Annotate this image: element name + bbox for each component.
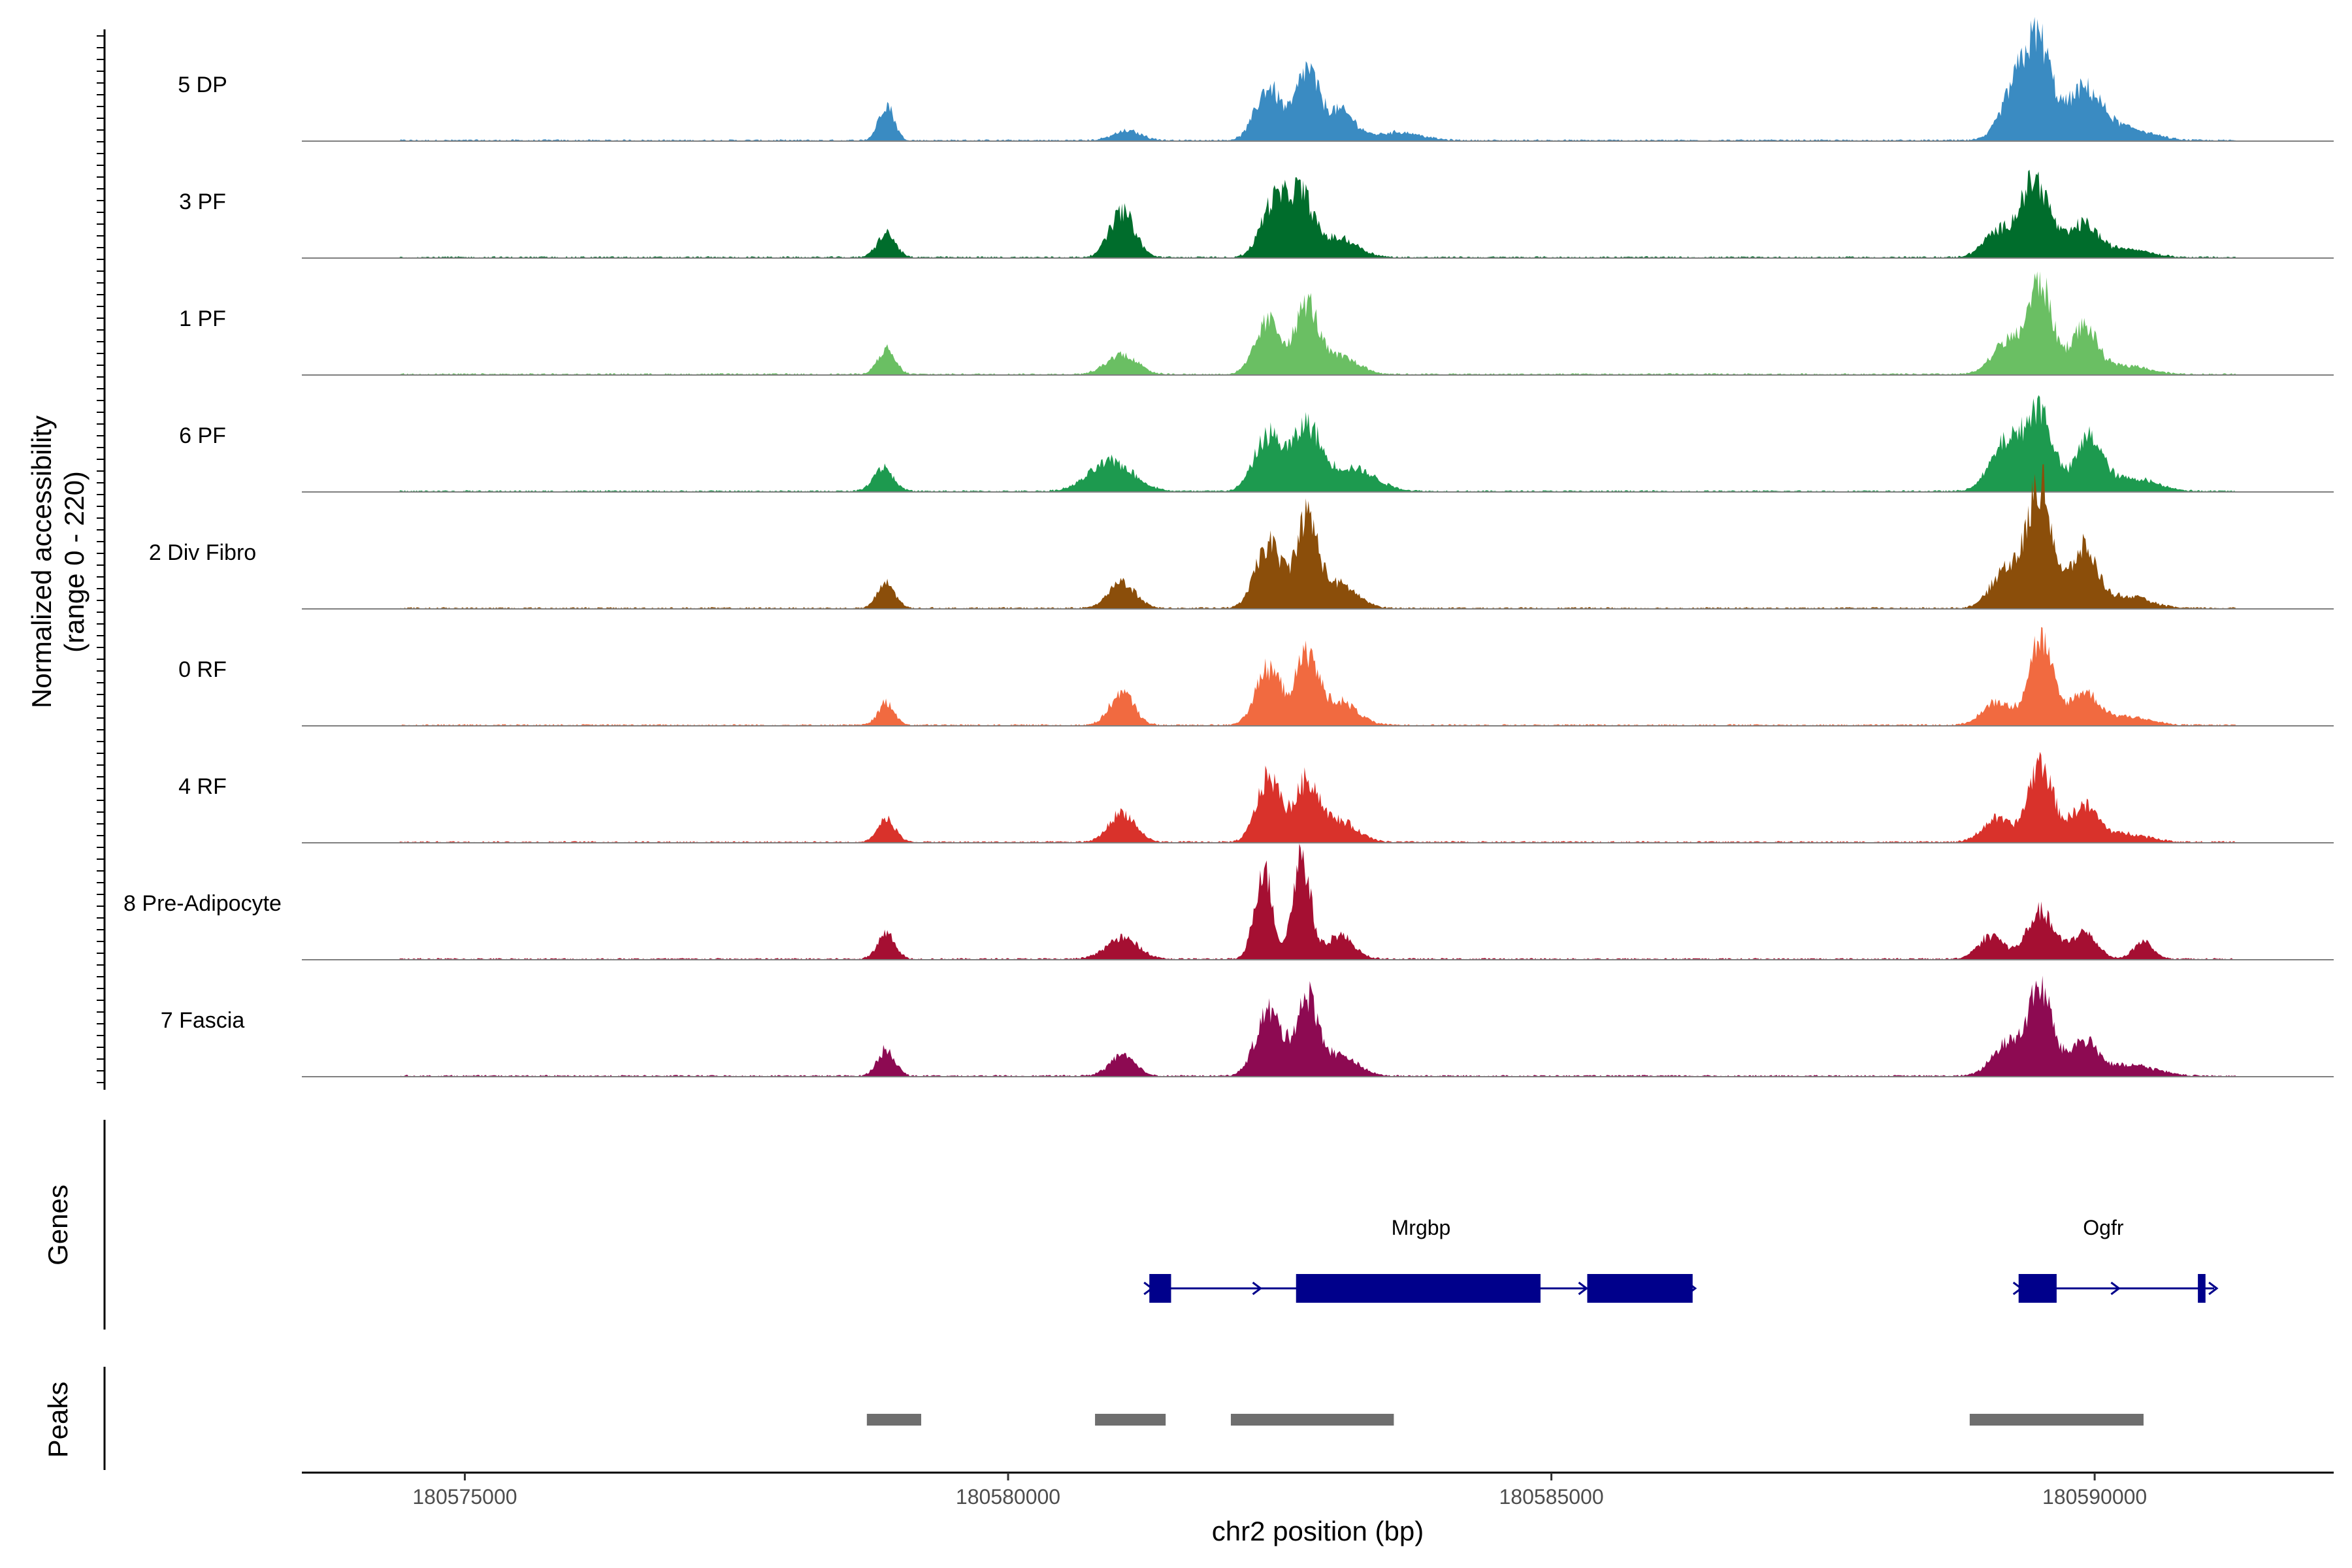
track-label: 7 Fascia — [161, 1008, 245, 1033]
gene-strand-chevron — [1252, 1281, 1263, 1296]
gene-ogfr: Ogfr — [2012, 1216, 2219, 1303]
accessibility-y-axis — [97, 29, 106, 1090]
y-axis-title-line2: (range 0 - 220) — [59, 471, 90, 653]
coverage-area — [399, 169, 2236, 258]
peaks-panel: Peaks — [42, 1367, 2144, 1470]
peak-region-bar — [1969, 1414, 2144, 1426]
peak-region-bar — [1095, 1414, 1166, 1426]
x-axis-title: chr2 position (bp) — [1212, 1516, 1424, 1546]
peak-region-bar — [866, 1414, 921, 1426]
coverage-area — [399, 843, 2236, 960]
x-tick-label: 180590000 — [2042, 1485, 2147, 1509]
y-axis-title-line1: Normalized accessibility — [26, 416, 57, 708]
track-label: 8 Pre-Adipocyte — [123, 891, 282, 916]
gene-exon — [1296, 1274, 1541, 1303]
track-6: 0 RF — [178, 627, 2334, 727]
track-label: 4 RF — [178, 774, 227, 799]
gene-exon — [1587, 1274, 1693, 1303]
coverage-area — [399, 464, 2236, 609]
track-1: 5 DP — [178, 16, 2334, 142]
x-tick-label: 180575000 — [412, 1485, 517, 1509]
track-2: 3 PF — [179, 169, 2334, 259]
position-x-axis: 180575000 180580000 180585000 180590000 chr… — [302, 1471, 2334, 1546]
track-3: 1 PF — [179, 271, 2334, 376]
track-label: 3 PF — [179, 189, 226, 214]
peak-region-bar — [1230, 1414, 1394, 1426]
track-label: 1 PF — [179, 306, 226, 331]
coverage-area — [399, 627, 2236, 726]
track-label: 6 PF — [179, 423, 226, 448]
track-9: 7 Fascia — [161, 975, 2334, 1077]
track-label: 0 RF — [178, 657, 227, 682]
track-8: 8 Pre-Adipocyte — [123, 843, 2334, 960]
gene-label: Ogfr — [2083, 1216, 2124, 1239]
coverage-tracks: 5 DP 3 PF 1 PF 6 PF 2 Div Fibro 0 RF 4 RF 8 Pre… — [123, 16, 2334, 1077]
track-7: 4 RF — [178, 751, 2334, 843]
gene-strand-chevron — [2208, 1281, 2219, 1296]
track-label: 5 DP — [178, 73, 227, 97]
gene-strand-chevron — [1578, 1281, 1588, 1296]
genes-panel-title: Genes — [42, 1184, 73, 1266]
x-tick-label: 180585000 — [1499, 1485, 1603, 1509]
gene-strand-chevron — [2110, 1281, 2121, 1296]
gene-exon — [2018, 1274, 2057, 1303]
gene-exon — [1149, 1274, 1171, 1303]
track-5: 2 Div Fibro — [149, 464, 2334, 610]
peaks-panel-title: Peaks — [42, 1382, 73, 1458]
gene-label: Mrgbp — [1392, 1216, 1451, 1239]
coverage-area — [399, 751, 2236, 843]
gene-mrgbp: Mrgbp — [1143, 1216, 1697, 1303]
coverage-area — [399, 16, 2236, 142]
track-4: 6 PF — [179, 395, 2334, 493]
coverage-area — [399, 975, 2236, 1077]
genes-panel: Genes Mrgbp Ogfr — [42, 1120, 2219, 1330]
gene-exon — [2198, 1274, 2206, 1303]
x-tick-label: 180580000 — [956, 1485, 1060, 1509]
coverage-area — [399, 271, 2236, 375]
track-label: 2 Div Fibro — [149, 540, 256, 565]
coverage-area — [399, 395, 2236, 492]
